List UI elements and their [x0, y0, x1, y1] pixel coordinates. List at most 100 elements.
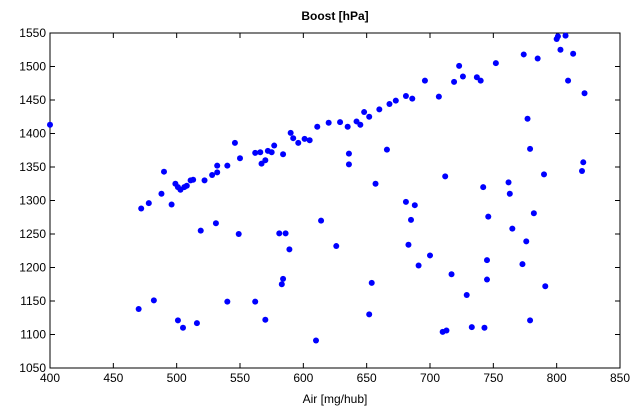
plot-area — [49, 32, 621, 369]
data-point — [534, 55, 541, 62]
data-point — [442, 173, 449, 180]
data-point — [541, 171, 547, 178]
data-point — [280, 275, 287, 282]
data-point — [506, 190, 513, 197]
data-point — [345, 161, 352, 168]
data-point — [361, 109, 368, 116]
data-point — [557, 46, 564, 53]
data-point — [174, 317, 181, 324]
data-point — [180, 324, 186, 331]
data-point — [193, 320, 200, 327]
data-point — [209, 172, 216, 179]
data-point — [554, 33, 561, 40]
data-point — [183, 182, 190, 189]
data-point — [224, 162, 231, 169]
data-point — [463, 291, 470, 298]
data-point — [318, 217, 325, 224]
data-point — [282, 230, 289, 237]
data-point — [366, 311, 373, 318]
data-point — [235, 231, 242, 237]
x-tick-label: 400 — [40, 371, 60, 385]
data-point — [150, 297, 157, 304]
data-point — [562, 32, 569, 39]
data-point — [372, 180, 379, 187]
y-tick-label: 1450 — [19, 93, 46, 107]
data-point — [448, 271, 455, 278]
y-tick-label: 1550 — [19, 26, 46, 40]
chart-title: Boost [hPa] — [301, 9, 368, 23]
data-point — [570, 50, 577, 57]
y-tick-label: 1500 — [19, 60, 46, 74]
y-tick-label: 1250 — [19, 227, 46, 241]
x-axis: 400 450 500 550 600 650 700 750 800 850 — [40, 33, 630, 385]
data-point — [158, 190, 165, 197]
data-point — [252, 298, 259, 305]
data-point — [402, 92, 409, 99]
data-point — [402, 198, 409, 205]
data-point — [357, 121, 364, 128]
x-tick-label: 800 — [547, 371, 567, 385]
y-tick-label: 1350 — [19, 160, 46, 174]
x-axis-label: Air [mg/hub] — [303, 392, 368, 406]
data-point — [201, 177, 208, 184]
data-point — [214, 169, 221, 176]
data-point — [421, 77, 428, 84]
y-tick-label: 1100 — [20, 328, 46, 342]
data-point — [295, 139, 302, 146]
data-point — [581, 90, 588, 97]
data-point — [527, 317, 534, 324]
data-point — [138, 205, 145, 212]
data-point — [383, 146, 390, 153]
data-point — [520, 51, 527, 58]
data-point — [530, 210, 537, 217]
data-point — [509, 225, 516, 232]
x-tick-label: 850 — [610, 371, 630, 385]
data-point — [197, 227, 204, 234]
data-point — [287, 129, 294, 136]
data-point — [409, 95, 416, 102]
data-point — [252, 149, 259, 156]
x-tick-label: 500 — [167, 371, 187, 385]
x-tick-label: 750 — [483, 371, 503, 385]
data-point — [145, 200, 152, 207]
data-point — [280, 151, 287, 158]
data-point — [386, 101, 393, 108]
data-point — [262, 316, 269, 323]
data-point — [366, 113, 373, 120]
data-point — [505, 179, 512, 186]
data-point — [435, 93, 442, 100]
data-point — [477, 77, 484, 84]
data-point — [484, 276, 490, 283]
data-point — [408, 216, 414, 223]
data-point — [485, 213, 492, 220]
data-point — [344, 123, 351, 130]
data-point — [565, 77, 572, 84]
data-point — [314, 123, 321, 130]
data-point — [580, 159, 587, 166]
data-points — [47, 32, 588, 344]
data-point — [523, 238, 530, 245]
y-tick-label: 1200 — [19, 261, 46, 275]
data-point — [376, 106, 383, 113]
data-point — [579, 168, 585, 175]
x-tick-label: 700 — [420, 371, 440, 385]
x-tick-label: 600 — [293, 371, 313, 385]
data-point — [411, 202, 418, 209]
data-point — [443, 327, 450, 334]
data-point — [337, 119, 344, 126]
x-tick-label: 450 — [103, 371, 123, 385]
x-tick-label: 650 — [357, 371, 377, 385]
data-point — [306, 137, 313, 144]
data-point — [468, 324, 475, 331]
data-point — [368, 279, 375, 286]
data-point — [313, 337, 319, 344]
data-point — [271, 142, 278, 149]
data-point — [481, 324, 488, 331]
data-point — [278, 281, 285, 288]
data-point — [480, 184, 487, 191]
y-tick-label: 1050 — [19, 361, 46, 375]
data-point — [333, 243, 340, 250]
data-point — [161, 168, 167, 175]
data-point — [290, 135, 297, 142]
